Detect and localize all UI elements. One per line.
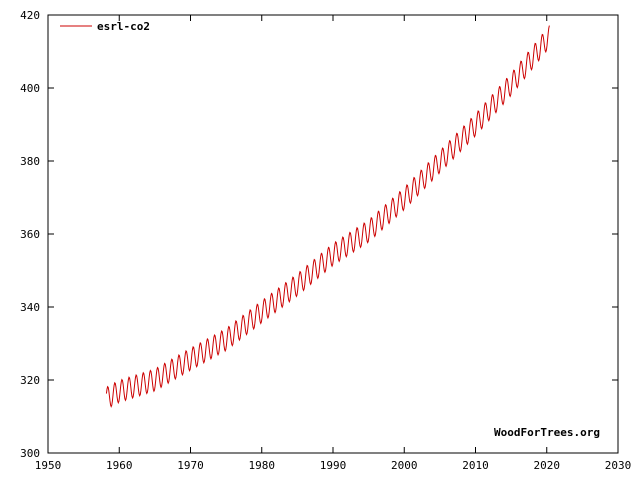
y-tick-labels: 300 320 340 360 380 400 420 <box>20 9 40 460</box>
y-tick-label: 420 <box>20 9 40 22</box>
x-tick-label: 2030 <box>605 459 632 472</box>
x-tick-label: 1970 <box>177 459 204 472</box>
x-tick-label: 2010 <box>462 459 489 472</box>
legend-label: esrl-co2 <box>97 20 150 33</box>
axis-ticks <box>47 14 619 454</box>
x-tick-label: 1980 <box>249 459 276 472</box>
y-tick-label: 320 <box>20 374 40 387</box>
series-line-0 <box>105 25 550 408</box>
y-tick-label: 340 <box>20 301 40 314</box>
y-tick-label: 400 <box>20 82 40 95</box>
plot-area <box>47 14 619 454</box>
series-group <box>105 25 550 408</box>
x-tick-label: 1950 <box>35 459 62 472</box>
x-tick-label: 1990 <box>320 459 347 472</box>
y-tick-label: 360 <box>20 228 40 241</box>
y-tick-label: 380 <box>20 155 40 168</box>
legend: esrl-co2 <box>60 20 150 33</box>
x-tick-label: 2020 <box>534 459 561 472</box>
x-tick-labels: 1950 1960 1970 1980 1990 2000 2010 2020 2030 <box>35 459 632 472</box>
y-tick-label: 300 <box>20 447 40 460</box>
x-tick-label: 1960 <box>106 459 133 472</box>
credit-text: WoodForTrees.org <box>494 426 600 439</box>
x-tick-label: 2000 <box>391 459 418 472</box>
